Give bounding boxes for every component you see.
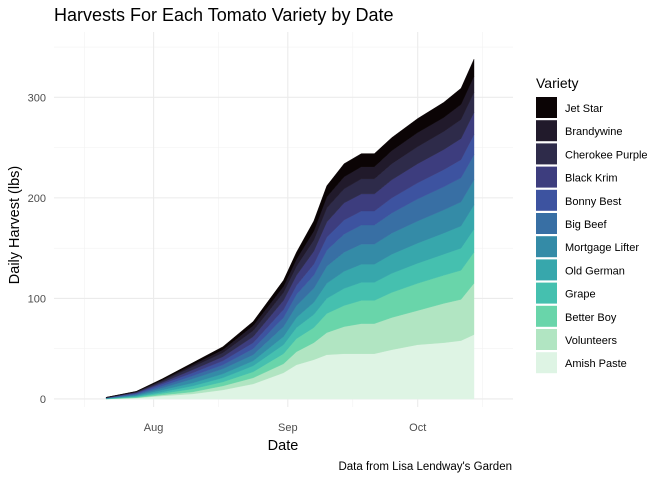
legend-label: Old German — [565, 265, 625, 277]
legend-swatch-brandywine — [536, 120, 557, 142]
legend-label: Mortgage Lifter — [565, 242, 639, 254]
legend-swatch-better-boy — [536, 305, 557, 327]
legend-label: Jet Star — [565, 103, 603, 115]
x-tick-label: Sep — [278, 422, 298, 434]
area-series-jet-star — [105, 59, 475, 398]
legend-label: Black Krim — [565, 173, 618, 185]
legend-label: Volunteers — [565, 335, 617, 347]
x-tick-label: Aug — [144, 422, 164, 434]
legend-swatch-volunteers — [536, 329, 557, 350]
legend-swatch-big-beef — [536, 213, 557, 234]
area-series-group — [105, 59, 475, 400]
x-tick-label: Oct — [409, 422, 426, 434]
legend-swatch-bonny-best — [536, 189, 557, 211]
legend-swatch-cherokee-purple — [536, 143, 557, 165]
legend-swatch-amish-paste — [536, 352, 557, 374]
legend-label: Big Beef — [565, 219, 608, 231]
legend: Jet Star Brandywine Cherokee Purple Black K… — [536, 97, 648, 374]
legend-swatch-old-german — [536, 259, 557, 281]
y-tick-label: 100 — [28, 293, 46, 305]
legend-label: Grape — [565, 289, 596, 301]
legend-swatch-grape — [536, 282, 557, 304]
x-axis-ticks: Aug Sep Oct — [144, 422, 426, 434]
legend-swatch-mortgage-lifter — [536, 236, 557, 258]
legend-swatch-black-krim — [536, 166, 557, 188]
y-tick-label: 0 — [40, 394, 46, 406]
legend-title: Variety — [536, 75, 579, 91]
legend-swatch-jet-star — [536, 97, 557, 118]
legend-label: Brandywine — [565, 126, 622, 138]
x-axis-label: Date — [268, 438, 299, 454]
y-tick-label: 300 — [28, 92, 46, 104]
legend-label: Amish Paste — [565, 358, 627, 370]
legend-label: Bonny Best — [565, 196, 621, 208]
y-tick-label: 200 — [28, 193, 46, 205]
chart-caption: Data from Lisa Lendway's Garden — [338, 461, 512, 473]
y-axis-ticks: 0 100 200 300 — [28, 92, 46, 406]
legend-label: Better Boy — [565, 312, 617, 324]
chart-title: Harvests For Each Tomato Variety by Date — [54, 5, 393, 25]
legend-label: Cherokee Purple — [565, 149, 648, 161]
y-axis-label: Daily Harvest (lbs) — [7, 166, 23, 284]
